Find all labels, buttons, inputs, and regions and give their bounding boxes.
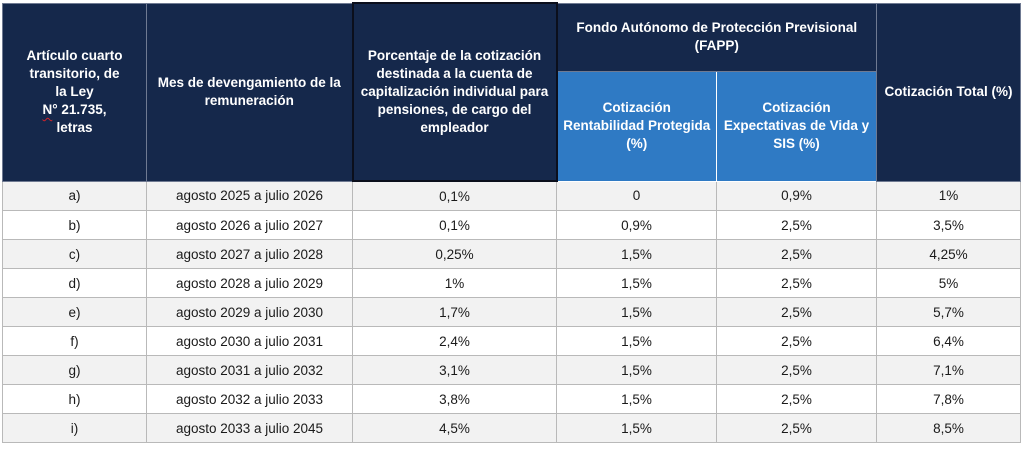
header-fapp-expectativas-label: Cotización Expectativas de Vida y SIS (%… — [723, 100, 870, 151]
cell-month: agosto 2027 a julio 2028 — [146, 239, 353, 269]
cell-letter: a) — [2, 180, 147, 211]
cell-letter: c) — [2, 239, 147, 269]
header-month-label: Mes de devengamiento de la remuneración — [157, 75, 341, 108]
cell-expectativas: 2,5% — [716, 210, 877, 240]
cell-rentabilidad: 1,5% — [556, 326, 717, 356]
table-row: h) agosto 2032 a julio 2033 3,8% 1,5% 2,… — [2, 384, 1021, 414]
cell-letter: f) — [2, 326, 147, 356]
cell-rentabilidad: 1,5% — [556, 384, 717, 414]
table-row: b) agosto 2026 a julio 2027 0,1% 0,9% 2,… — [2, 210, 1021, 240]
cell-month: agosto 2028 a julio 2029 — [146, 268, 353, 298]
cell-total: 5% — [876, 268, 1021, 298]
cell-total: 6,4% — [876, 326, 1021, 356]
cell-rentabilidad: 1,5% — [556, 355, 717, 385]
header-article-line3: la Ley — [55, 84, 94, 99]
cell-month: agosto 2025 a julio 2026 — [146, 180, 353, 211]
cell-total: 3,5% — [876, 210, 1021, 240]
spellcheck-flagged-text: N — [42, 102, 53, 117]
cell-percent: 1% — [352, 268, 557, 298]
cell-percent: 0,1% — [352, 210, 557, 240]
table-row: c) agosto 2027 a julio 2028 0,25% 1,5% 2… — [2, 239, 1021, 269]
table-row: f) agosto 2030 a julio 2031 2,4% 1,5% 2,… — [2, 326, 1021, 356]
cell-expectativas: 2,5% — [716, 268, 877, 298]
cell-total: 5,7% — [876, 297, 1021, 327]
cell-percent: 0,25% — [352, 239, 557, 269]
cell-rentabilidad: 1,5% — [556, 239, 717, 269]
header-fapp-rentabilidad-label: Cotización Rentabilidad Protegida (%) — [563, 100, 711, 151]
cell-total: 8,5% — [876, 413, 1021, 443]
cell-percent: 0,1% — [352, 180, 557, 211]
cell-total: 1% — [876, 180, 1021, 211]
header-article: Artículo cuarto transitorio, de la Ley N… — [2, 2, 147, 182]
header-article-law-number: ° 21.735, — [52, 102, 107, 117]
cell-expectativas: 2,5% — [716, 239, 877, 269]
cell-total: 4,25% — [876, 239, 1021, 269]
cell-expectativas: 0,9% — [716, 180, 877, 211]
header-article-law: N° 21.735, — [7, 101, 142, 119]
cell-month: agosto 2032 a julio 2033 — [146, 384, 353, 414]
cell-total: 7,8% — [876, 384, 1021, 414]
header-fapp-rentabilidad: Cotización Rentabilidad Protegida (%) — [556, 70, 717, 182]
cell-percent: 4,5% — [352, 413, 557, 443]
cell-expectativas: 2,5% — [716, 355, 877, 385]
header-month: Mes de devengamiento de la remuneración — [146, 2, 353, 182]
cell-letter: b) — [2, 210, 147, 240]
table-row: e) agosto 2029 a julio 2030 1,7% 1,5% 2,… — [2, 297, 1021, 327]
table-row: a) agosto 2025 a julio 2026 0,1% 0 0,9% … — [2, 180, 1021, 211]
cell-month: agosto 2030 a julio 2031 — [146, 326, 353, 356]
cell-month: agosto 2031 a julio 2032 — [146, 355, 353, 385]
table-row: g) agosto 2031 a julio 2032 3,1% 1,5% 2,… — [2, 355, 1021, 385]
cell-expectativas: 2,5% — [716, 297, 877, 327]
cell-rentabilidad: 1,5% — [556, 268, 717, 298]
cell-letter: h) — [2, 384, 147, 414]
contribution-table-container: Artículo cuarto transitorio, de la Ley N… — [2, 2, 1021, 443]
cell-expectativas: 2,5% — [716, 413, 877, 443]
cell-letter: e) — [2, 297, 147, 327]
table-row: d) agosto 2028 a julio 2029 1% 1,5% 2,5%… — [2, 268, 1021, 298]
cell-percent: 1,7% — [352, 297, 557, 327]
table-row: i) agosto 2033 a julio 2045 4,5% 1,5% 2,… — [2, 413, 1021, 443]
cell-rentabilidad: 0,9% — [556, 210, 717, 240]
header-article-line1: Artículo cuarto — [26, 48, 123, 63]
header-percent: Porcentaje de la cotización destinada a … — [351, 2, 558, 182]
cell-letter: g) — [2, 355, 147, 385]
cell-month: agosto 2029 a julio 2030 — [146, 297, 353, 327]
header-percent-label: Porcentaje de la cotización destinada a … — [360, 48, 549, 135]
cell-rentabilidad: 1,5% — [556, 297, 717, 327]
cell-percent: 2,4% — [352, 326, 557, 356]
header-fapp-label: Fondo Autónomo de Protección Previsional… — [576, 20, 858, 53]
contribution-schedule-table: Artículo cuarto transitorio, de la Ley N… — [2, 2, 1021, 443]
cell-expectativas: 2,5% — [716, 326, 877, 356]
header-total-label: Cotización Total (%) — [884, 84, 1013, 99]
header-fapp-expectativas: Cotización Expectativas de Vida y SIS (%… — [716, 70, 877, 182]
cell-month: agosto 2026 a julio 2027 — [146, 210, 353, 240]
cell-percent: 3,8% — [352, 384, 557, 414]
table-header: Artículo cuarto transitorio, de la Ley N… — [2, 2, 1021, 182]
table-body: a) agosto 2025 a julio 2026 0,1% 0 0,9% … — [2, 180, 1021, 443]
cell-month: agosto 2033 a julio 2045 — [146, 413, 353, 443]
header-article-line2: transitorio, de — [29, 66, 120, 81]
cell-percent: 3,1% — [352, 355, 557, 385]
cell-expectativas: 2,5% — [716, 384, 877, 414]
cell-letter: d) — [2, 268, 147, 298]
header-total: Cotización Total (%) — [876, 2, 1021, 182]
cell-letter: i) — [2, 413, 147, 443]
cell-rentabilidad: 0 — [556, 180, 717, 211]
header-article-line5: letras — [56, 120, 93, 135]
header-fapp: Fondo Autónomo de Protección Previsional… — [556, 2, 877, 72]
cell-rentabilidad: 1,5% — [556, 413, 717, 443]
cell-total: 7,1% — [876, 355, 1021, 385]
